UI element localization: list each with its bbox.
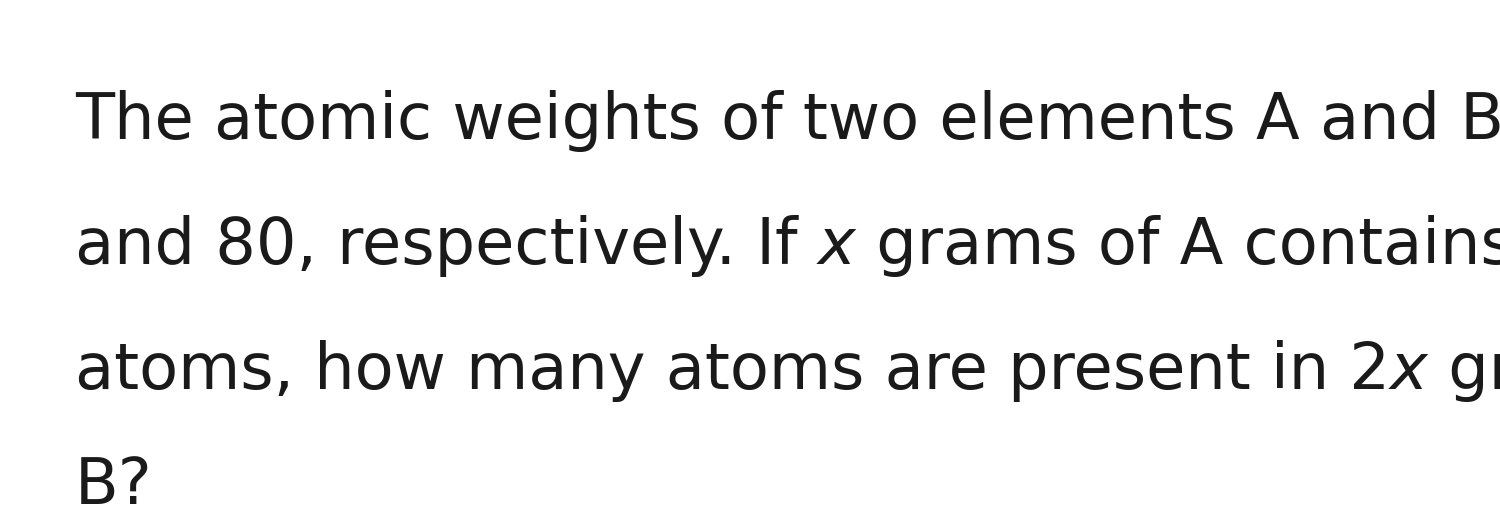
Text: grams of: grams of [1428,340,1500,402]
Text: atoms, how many atoms are present in 2: atoms, how many atoms are present in 2 [75,340,1390,402]
Text: B?: B? [75,455,153,512]
Text: x: x [1390,340,1428,402]
Text: grams of A contains: grams of A contains [855,215,1500,277]
Text: and 80, respectively. If: and 80, respectively. If [75,215,818,277]
Text: The atomic weights of two elements A and B are 40: The atomic weights of two elements A and… [75,90,1500,152]
Text: x: x [818,215,855,277]
